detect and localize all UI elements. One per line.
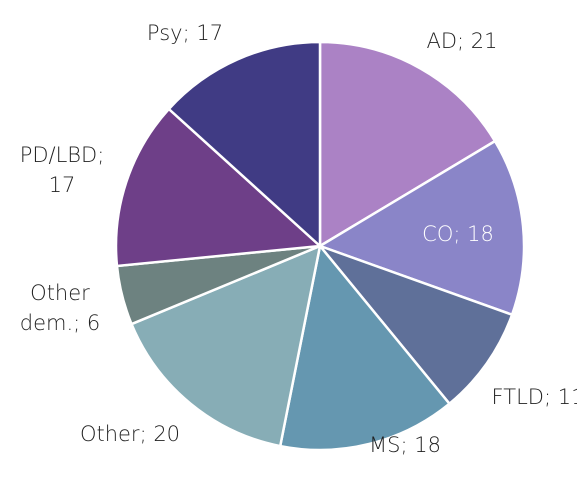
pie-slice <box>318 139 526 316</box>
pie-slice <box>318 40 497 248</box>
pie-slice <box>278 244 451 452</box>
pie-slice <box>130 244 322 448</box>
slice-label: CO; 18 <box>422 222 494 246</box>
slice-label: MS; 18 <box>369 433 441 457</box>
slice-label: Other; 20 <box>80 422 180 446</box>
slice-label: PD/LBD; 17 <box>20 143 105 197</box>
slice-label: AD; 21 <box>426 29 497 53</box>
slice-label: Other dem.; 6 <box>20 281 101 335</box>
slice-label: FTLD; 11 <box>492 385 577 409</box>
pie-slice <box>167 40 322 248</box>
pie-slice <box>318 244 514 405</box>
slice-label: Psy; 17 <box>147 21 223 45</box>
pie-slice <box>114 107 322 268</box>
